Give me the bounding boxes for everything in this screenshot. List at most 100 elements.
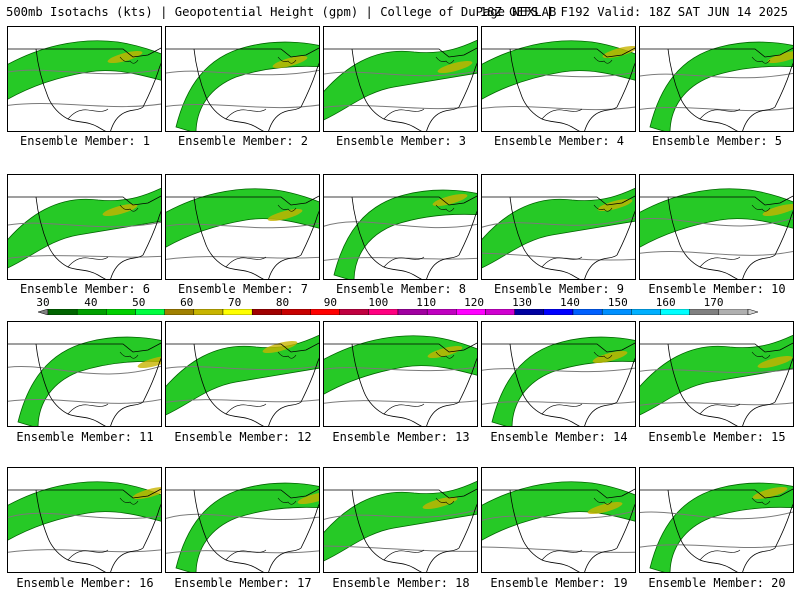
height-contour <box>640 217 793 227</box>
ensemble-panel <box>481 321 636 427</box>
gulf-coast <box>699 549 741 561</box>
ensemble-panel <box>481 174 636 280</box>
ensemble-map <box>640 334 793 426</box>
colorbar-swatch <box>193 309 224 315</box>
isotach-band <box>8 40 161 100</box>
great-lakes <box>277 204 297 212</box>
ensemble-panel <box>7 321 162 427</box>
ensemble-panel <box>323 174 478 280</box>
isotach-core <box>297 491 319 505</box>
border-line <box>324 342 477 353</box>
colorbar-scale <box>38 309 758 315</box>
great-lakes <box>119 351 139 359</box>
coastline <box>426 357 477 426</box>
height-contour <box>640 72 793 79</box>
border-line <box>324 488 477 499</box>
ensemble-member-label: Ensemble Member: 16 <box>16 576 154 590</box>
ensemble-panel <box>165 26 320 132</box>
colorbar-swatch <box>572 309 603 315</box>
coastline <box>426 210 477 279</box>
ensemble-member-label: Ensemble Member: 9 <box>493 282 625 296</box>
ensemble-member-label: Ensemble Member: 17 <box>174 576 312 590</box>
gulf-coast <box>67 549 109 561</box>
colorbar-tick: 40 <box>84 296 98 309</box>
isotach-contour <box>166 188 319 248</box>
gulf-coast <box>383 108 425 120</box>
height-contour <box>482 401 635 405</box>
ensemble-panel <box>323 467 478 573</box>
ensemble-map <box>166 334 319 426</box>
isotach-band <box>650 42 793 131</box>
colorbar-tick: 140 <box>559 296 580 309</box>
colorbar-swatch <box>456 309 486 315</box>
ensemble-panel <box>481 467 636 573</box>
isotach-core <box>272 55 308 69</box>
ensemble-map <box>8 481 161 572</box>
isotach-contour <box>324 335 477 395</box>
ensemble-member-label: Ensemble Member: 12 <box>174 430 312 444</box>
isotach-band <box>324 335 477 395</box>
ensemble-panel <box>639 321 794 427</box>
great-lakes <box>435 56 455 64</box>
ensemble-map <box>166 188 319 279</box>
ensemble-panel <box>165 467 320 573</box>
great-lakes <box>435 204 455 212</box>
isotach-contour <box>17 336 161 426</box>
height-contour <box>482 71 635 78</box>
coastline <box>268 62 319 131</box>
ensemble-member-label: Ensemble Member: 1 <box>19 134 151 148</box>
border-line <box>640 47 793 58</box>
ensemble-member-label: Ensemble Member: 10 <box>648 282 786 296</box>
coastline <box>110 62 161 131</box>
height-contour <box>324 221 477 229</box>
ensemble-map <box>482 187 635 279</box>
coastline <box>584 357 635 426</box>
gulf-coast <box>541 108 583 120</box>
colorbar: 30 40 50 60 70 80 90 100 110 120 130 140 150 160 170 <box>0 296 800 320</box>
isotach-contour <box>491 336 635 426</box>
border-line <box>482 342 635 353</box>
gulf-coast <box>699 403 741 415</box>
coastline <box>426 503 477 572</box>
isotach-contour <box>175 482 319 572</box>
border-line <box>640 195 793 206</box>
isotach-contour <box>8 481 161 541</box>
ensemble-member-label: Ensemble Member: 19 <box>490 576 628 590</box>
ensemble-member-label: Ensemble Member: 8 <box>335 282 467 296</box>
gulf-coast <box>67 403 109 415</box>
border-line <box>482 488 635 499</box>
coastline <box>110 503 161 572</box>
isotach-core <box>757 355 793 369</box>
coastline <box>268 357 319 426</box>
colorbar-arrow-left <box>38 309 49 315</box>
border-line <box>8 342 161 353</box>
ensemble-map <box>640 482 793 572</box>
colorbar-arrow-right <box>747 309 758 315</box>
ensemble-member-label: Ensemble Member: 3 <box>335 134 467 148</box>
height-contour <box>640 250 793 256</box>
colorbar-swatch <box>222 309 253 315</box>
colorbar-swatch <box>689 309 720 315</box>
colorbar-tick: 50 <box>132 296 146 309</box>
isotach-band <box>166 188 319 248</box>
gulf-coast <box>383 256 425 268</box>
ensemble-map <box>166 482 319 572</box>
height-contour <box>482 252 635 261</box>
isotach-contour <box>482 40 635 100</box>
colorbar-swatch <box>514 309 545 315</box>
ensemble-map <box>324 335 477 426</box>
isotach-band <box>176 483 319 572</box>
height-contour <box>482 106 635 111</box>
ensemble-member-label: Ensemble Member: 6 <box>19 282 151 296</box>
great-lakes <box>751 56 771 64</box>
colorbar-tick: 60 <box>180 296 194 309</box>
ensemble-map <box>166 41 319 131</box>
ensemble-panel <box>165 174 320 280</box>
ensemble-member-label: Ensemble Member: 13 <box>332 430 470 444</box>
height-contour <box>8 398 161 404</box>
gulf-coast <box>67 108 109 120</box>
height-contour <box>324 366 477 372</box>
gulf-coast <box>383 549 425 561</box>
height-contour <box>482 546 635 553</box>
height-contour <box>8 255 161 259</box>
